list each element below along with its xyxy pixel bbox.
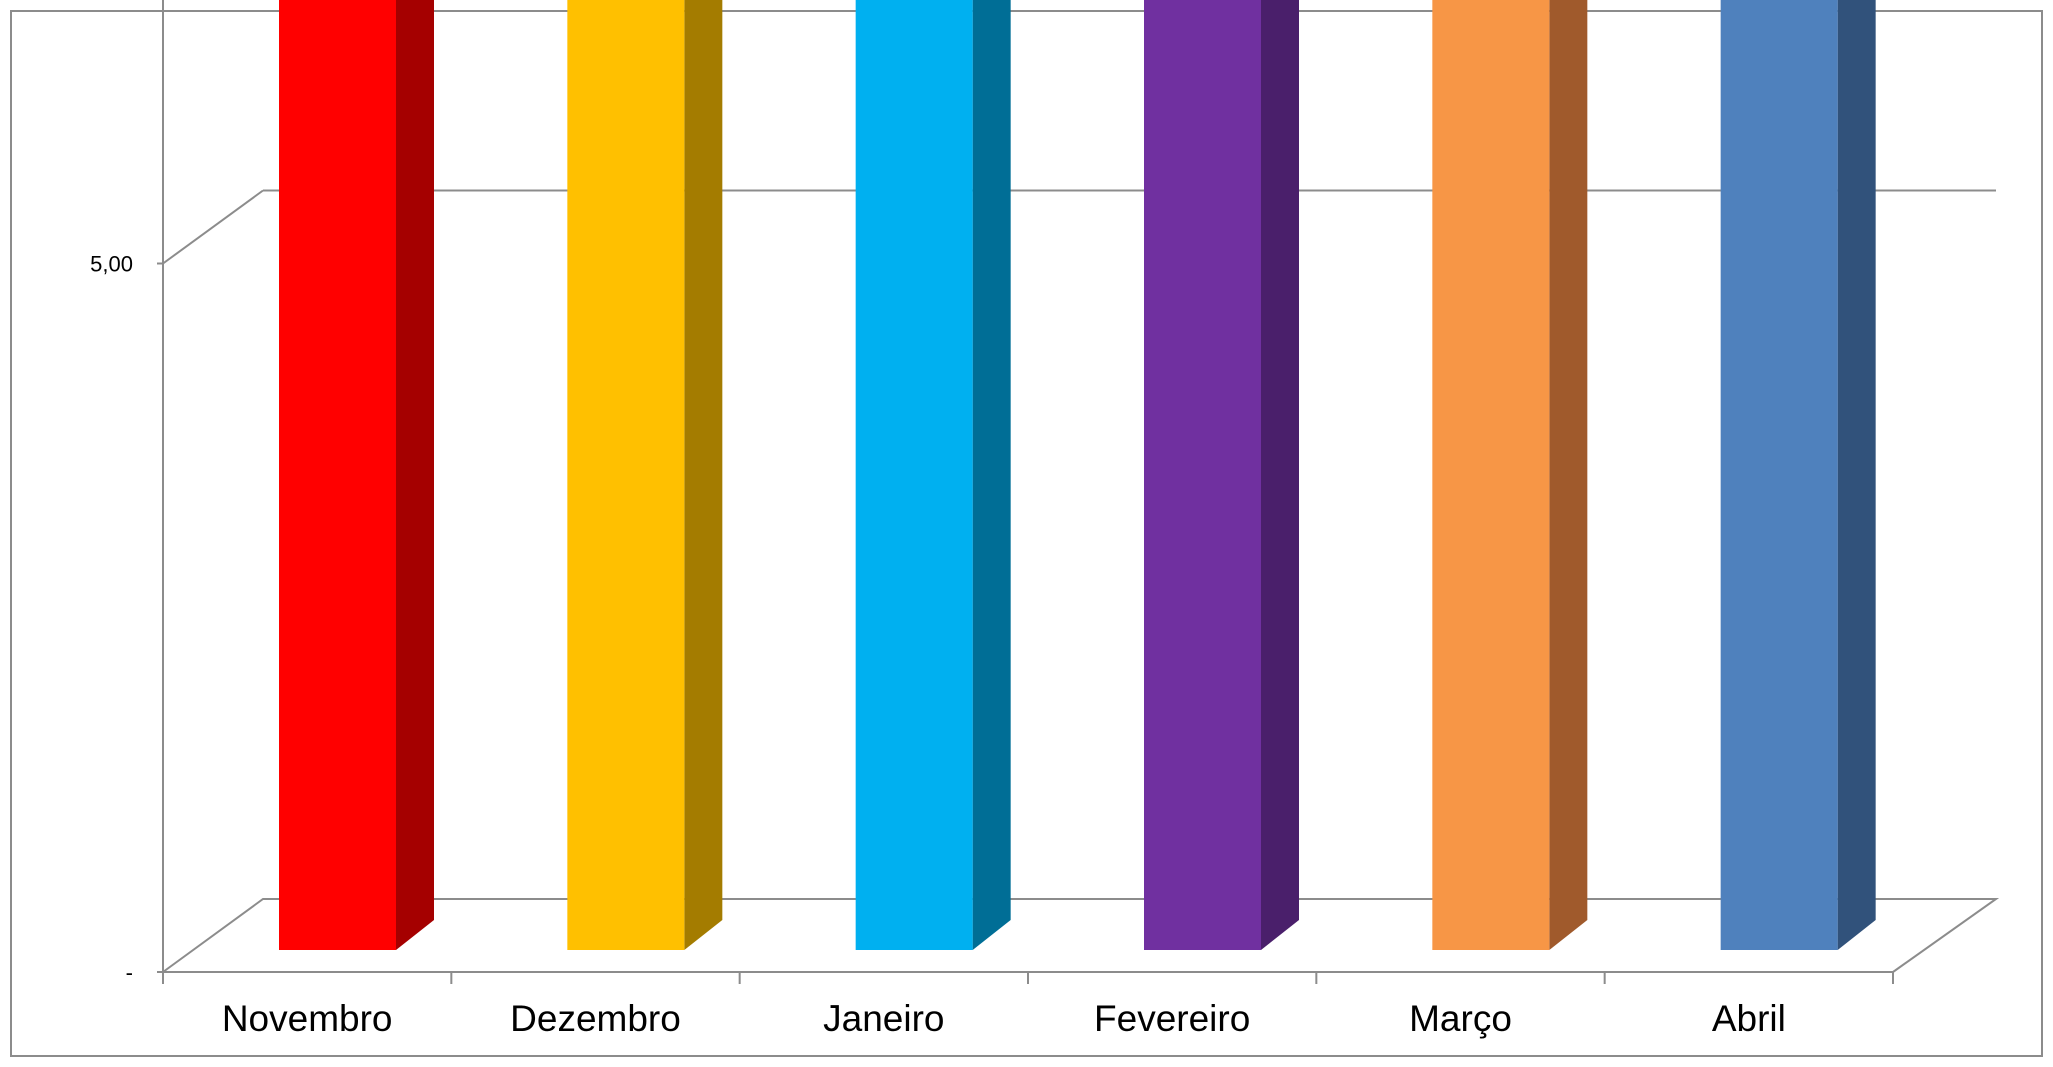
bars: [279, 0, 1876, 951]
ytick-label: 5,00: [90, 252, 133, 277]
floor-outline: [162, 898, 2000, 973]
bar-abril: [1720, 0, 1838, 950]
category-label: Dezembro: [510, 998, 681, 1039]
chart-back-walls: [157, 0, 2000, 984]
bar-março: [1432, 0, 1550, 951]
bar-side-dezembro: [684, 0, 723, 950]
bar-janeiro: [855, 0, 973, 950]
bar-side-abril: [1837, 0, 1876, 950]
labels: -5,0010,0015,0020,0025,0030,0022,55Novem…: [90, 252, 1786, 1040]
bar-side-janeiro: [972, 0, 1011, 950]
ytick-label: -: [126, 960, 133, 985]
bar-side-março: [1549, 0, 1588, 950]
bar-dezembro: [567, 0, 685, 950]
gridline-side: [162, 189, 264, 265]
category-label: Fevereiro: [1094, 998, 1250, 1039]
category-label: Janeiro: [823, 998, 944, 1039]
bar-novembro: [279, 0, 396, 950]
bar-side-novembro: [396, 0, 434, 950]
category-label: Abril: [1712, 998, 1786, 1039]
bar-side-fevereiro: [1261, 0, 1299, 950]
bar-fevereiro: [1144, 0, 1261, 950]
category-label: Novembro: [222, 998, 393, 1039]
category-label: Março: [1409, 998, 1512, 1039]
